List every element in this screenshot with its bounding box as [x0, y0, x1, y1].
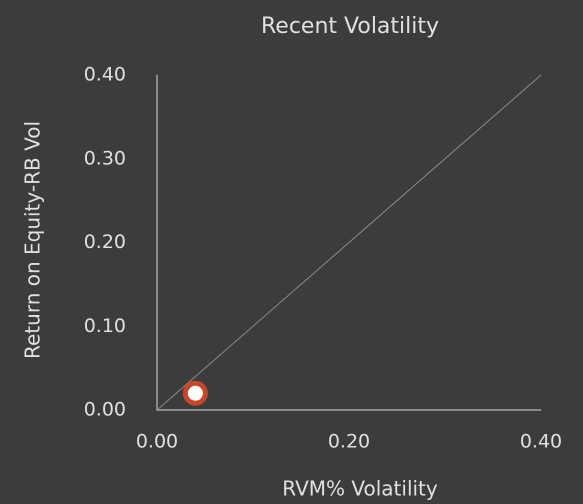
y-tick-label: 0.10	[84, 315, 126, 337]
x-tick-label: 0.20	[328, 431, 370, 453]
chart-title: Recent Volatility	[261, 14, 439, 39]
x-tick-label: 0.00	[136, 431, 178, 453]
y-tick-label: 0.20	[84, 231, 126, 253]
reference-line	[156, 74, 542, 411]
y-axis-label: Return on Equity-RB Vol	[21, 121, 45, 359]
y-tick-label: 0.30	[84, 147, 126, 169]
x-axis-label: RVM% Volatility	[282, 477, 438, 501]
y-tick-label: 0.00	[84, 399, 126, 421]
point	[182, 380, 208, 406]
y-tick-label: 0.40	[84, 64, 126, 86]
x-tick-label: 0.40	[520, 431, 562, 453]
